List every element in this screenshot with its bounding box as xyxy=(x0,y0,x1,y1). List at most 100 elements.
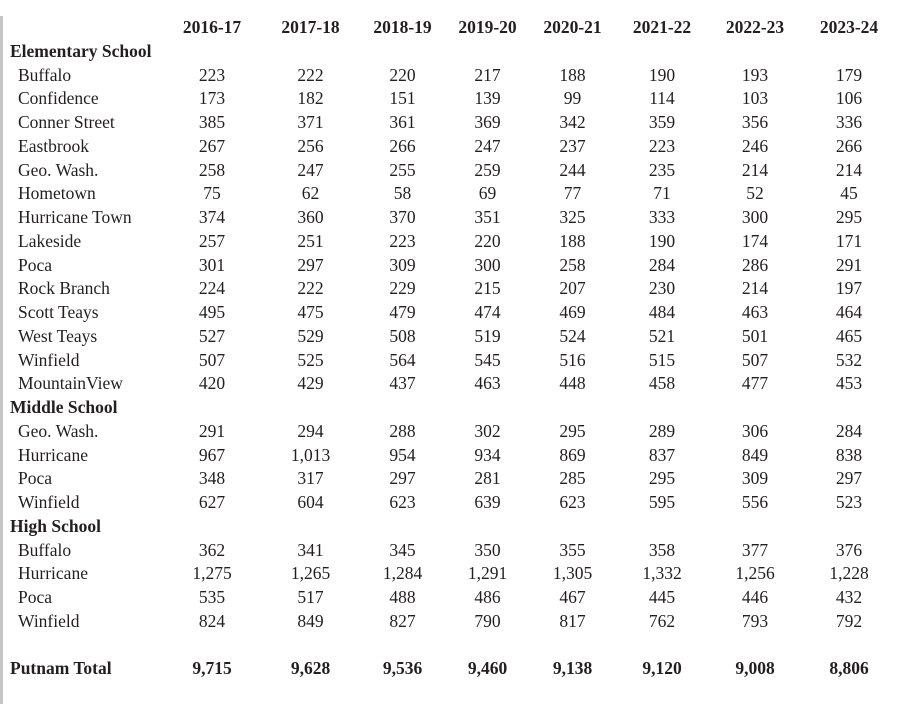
enrollment-value-cell: 371 xyxy=(297,112,324,132)
table-body: Elementary School Buffalo 223 222 220 217 188 1… xyxy=(0,40,896,681)
enrollment-value-cell: 463 xyxy=(474,373,501,394)
enrollment-value-cell: 288 xyxy=(389,420,416,441)
school-name-cell: Poca xyxy=(18,468,53,489)
enrollment-value-cell: 306 xyxy=(741,420,769,441)
enrollment-value-cell: 99 xyxy=(563,88,582,109)
enrollment-value-cell: 827 xyxy=(389,610,416,631)
school-name-cell: Winfield xyxy=(18,349,80,370)
year-column-header: 2017-18 xyxy=(281,17,340,37)
enrollment-value-cell: 179 xyxy=(835,64,863,85)
enrollment-value-cell: 235 xyxy=(648,159,676,180)
table-row: Geo. Wash. 258 247 255 259 244 235 214 214 xyxy=(0,159,896,183)
enrollment-value-cell: 369 xyxy=(474,112,501,132)
enrollment-value-cell: 246 xyxy=(741,135,769,156)
enrollment-value-cell: 355 xyxy=(559,539,586,560)
enrollment-value-cell: 224 xyxy=(198,278,226,299)
enrollment-value-cell: 516 xyxy=(559,349,586,370)
table-header: 2016-17 2017-18 2018-19 2019-20 2020-21 2021-… xyxy=(0,16,896,40)
enrollment-value-cell: 1,228 xyxy=(829,563,869,584)
enrollment-value-cell: 69 xyxy=(478,183,497,204)
enrollment-value-cell: 792 xyxy=(835,610,863,631)
enrollment-value-cell: 223 xyxy=(198,64,226,85)
school-name-cell: Hometown xyxy=(18,183,96,204)
enrollment-value-cell: 1,275 xyxy=(192,563,232,584)
empty-cell xyxy=(359,40,446,64)
enrollment-value-cell: 1,256 xyxy=(735,563,775,584)
enrollment-value-cell: 214 xyxy=(835,159,863,180)
enrollment-value-cell: 297 xyxy=(389,468,416,489)
total-value-cell: 9,008 xyxy=(735,658,775,679)
table-row: Geo. Wash. 291 294 288 302 295 289 306 284 xyxy=(0,420,896,444)
empty-cell xyxy=(262,515,359,539)
enrollment-value-cell: 139 xyxy=(474,88,501,109)
enrollment-value-cell: 359 xyxy=(648,112,676,132)
enrollment-value-cell: 523 xyxy=(835,492,863,512)
enrollment-value-cell: 171 xyxy=(835,230,863,251)
enrollment-value-cell: 251 xyxy=(297,230,324,251)
empty-cell xyxy=(359,396,446,420)
enrollment-value-cell: 545 xyxy=(474,349,501,370)
year-column-header: 2018-19 xyxy=(373,17,432,37)
school-name-cell: Buffalo xyxy=(18,539,72,560)
enrollment-value-cell: 623 xyxy=(559,492,586,512)
empty-cell xyxy=(616,396,708,420)
enrollment-value-cell: 286 xyxy=(741,254,769,275)
enrollment-value-cell: 793 xyxy=(741,610,769,631)
school-name-cell: West Teays xyxy=(18,325,98,346)
total-value-cell: 8,806 xyxy=(829,658,869,679)
table-row: Poca 348 317 297 281 285 295 309 297 xyxy=(0,467,896,491)
school-name-cell: MountainView xyxy=(18,373,123,394)
enrollment-value-cell: 488 xyxy=(389,587,416,607)
enrollment-value-cell: 342 xyxy=(559,112,586,132)
empty-cell xyxy=(529,515,616,539)
enrollment-value-cell: 464 xyxy=(835,302,863,322)
school-name-cell: Buffalo xyxy=(18,64,72,85)
section-header-row: High School xyxy=(0,515,896,539)
year-column-header: 2020-21 xyxy=(543,17,602,37)
enrollment-value-cell: 214 xyxy=(741,278,769,299)
school-name-cell: Winfield xyxy=(18,610,80,631)
enrollment-value-cell: 258 xyxy=(198,159,226,180)
table-row: Winfield 824 849 827 790 817 762 793 792 xyxy=(0,610,896,634)
enrollment-value-cell: 849 xyxy=(297,610,324,631)
enrollment-value-cell: 817 xyxy=(559,610,586,631)
year-column-header: 2016-17 xyxy=(182,17,242,37)
enrollment-value-cell: 247 xyxy=(297,159,324,180)
table-row: MountainView 420 429 437 463 448 458 477 453 xyxy=(0,372,896,396)
enrollment-value-cell: 1,332 xyxy=(642,563,682,584)
enrollment-value-cell: 486 xyxy=(474,587,501,607)
table-row: West Teays 527 529 508 519 524 521 501 465 xyxy=(0,325,896,349)
enrollment-value-cell: 525 xyxy=(297,349,324,370)
table-row: Winfield 507 525 564 545 516 515 507 532 xyxy=(0,349,896,373)
empty-cell xyxy=(616,515,708,539)
section-header-label: Elementary School xyxy=(10,40,152,61)
enrollment-value-cell: 222 xyxy=(297,278,324,299)
enrollment-value-cell: 309 xyxy=(389,254,416,275)
enrollment-value-cell: 295 xyxy=(648,468,676,489)
total-value-cell: 9,460 xyxy=(467,658,508,679)
school-name-cell: Hurricane Town xyxy=(18,207,132,227)
table-row: Hurricane 967 1,013 954 934 869 837 849 838 xyxy=(0,444,896,468)
enrollment-value-cell: 247 xyxy=(474,135,501,156)
school-name-cell: Confidence xyxy=(18,88,99,109)
enrollment-value-cell: 173 xyxy=(198,88,226,109)
enrollment-value-cell: 223 xyxy=(389,230,416,251)
enrollment-value-cell: 954 xyxy=(389,444,416,465)
enrollment-value-cell: 469 xyxy=(559,302,586,322)
empty-cell xyxy=(708,515,802,539)
enrollment-value-cell: 229 xyxy=(389,278,416,299)
table-row: Rock Branch 224 222 229 215 207 230 214 197 xyxy=(0,277,896,301)
enrollment-value-cell: 519 xyxy=(474,325,501,346)
table-row: Hurricane 1,275 1,265 1,284 1,291 1,305 1,332 1… xyxy=(0,562,896,586)
enrollment-value-cell: 507 xyxy=(741,349,769,370)
enrollment-value-cell: 230 xyxy=(648,278,676,299)
enrollment-value-cell: 174 xyxy=(741,230,769,251)
enrollment-value-cell: 420 xyxy=(198,373,226,394)
section-header-row: Middle School xyxy=(0,396,896,420)
corner-cell xyxy=(0,16,162,40)
enrollment-value-cell: 604 xyxy=(297,492,324,512)
table-row: Conner Street 385 371 361 369 342 359 356 336 xyxy=(0,111,896,135)
enrollment-value-cell: 1,305 xyxy=(552,563,593,584)
enrollment-value-cell: 258 xyxy=(559,254,586,275)
enrollment-value-cell: 869 xyxy=(559,444,586,465)
